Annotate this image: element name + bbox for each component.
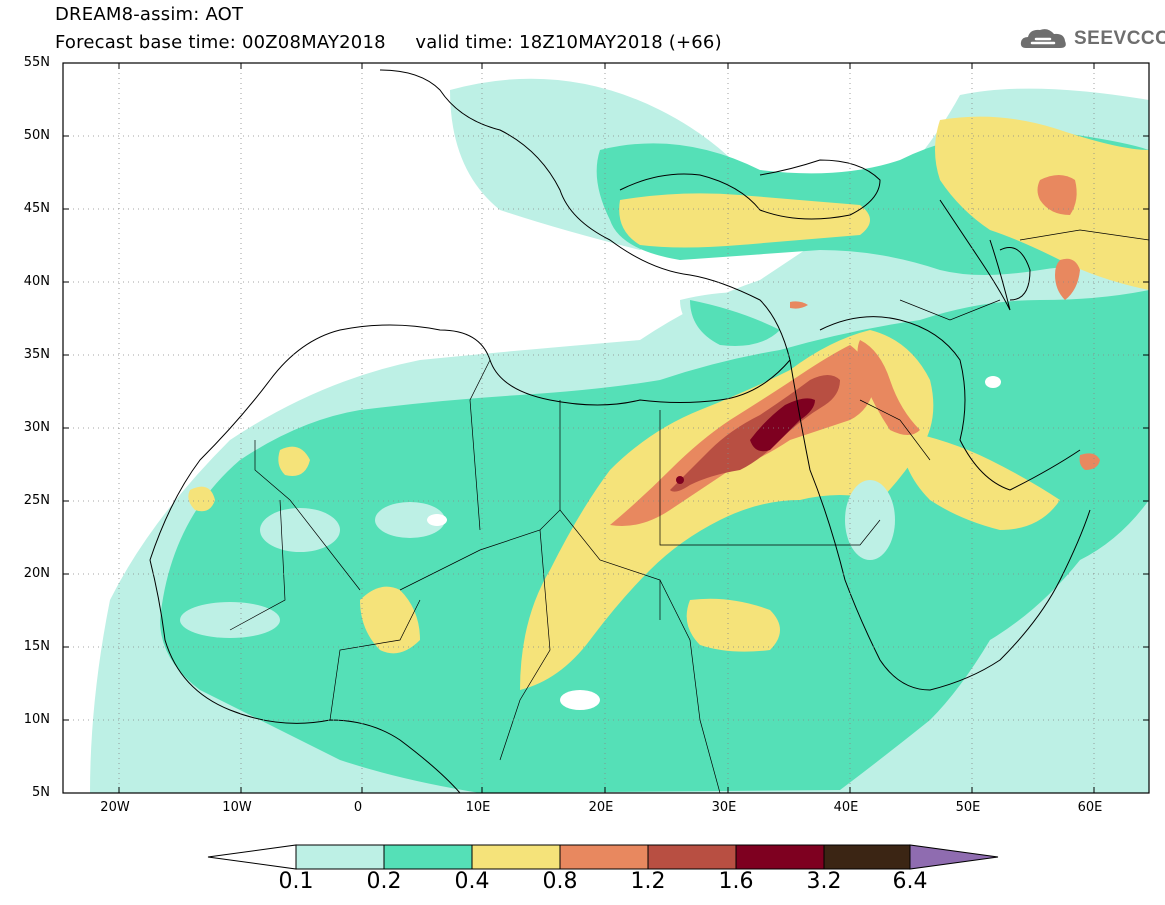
lon-label: 20W (100, 800, 130, 815)
colorbar-high-arrow (909, 844, 999, 870)
lat-label: 55N (23, 55, 50, 70)
time-info: Forecast base time: 00Z08MAY2018 valid t… (55, 32, 722, 53)
lat-label: 35N (23, 347, 50, 362)
lat-label: 50N (23, 128, 50, 143)
base-time: Forecast base time: 00Z08MAY2018 (55, 32, 386, 53)
lon-label: 50E (955, 800, 981, 815)
lon-label: 30E (711, 800, 737, 815)
colorbar (207, 844, 999, 870)
axis-ticks (63, 62, 1149, 794)
lat-label: 30N (23, 420, 50, 435)
lon-label: 10W (222, 800, 252, 815)
colorbar-label: 6.4 (892, 869, 928, 894)
lon-label: 0 (353, 800, 363, 815)
colorbar-segment-0-8 (559, 844, 649, 870)
colorbar-segment-1-6 (735, 844, 825, 870)
lat-label: 25N (23, 493, 50, 508)
seevccc-logo: SEEVCCC (1018, 24, 1165, 54)
colorbar-label: 0.2 (366, 869, 402, 894)
colorbar-segment-0-4 (471, 844, 561, 870)
lat-label: 45N (23, 201, 50, 216)
colorbar-segment-3-2 (823, 844, 911, 870)
map-title: DREAM8-assim: AOT (55, 4, 244, 25)
lat-label: 10N (23, 712, 50, 727)
lon-label: 60E (1077, 800, 1103, 815)
colorbar-label: 1.6 (718, 869, 754, 894)
lat-label: 5N (32, 785, 50, 800)
colorbar-label: 1.2 (630, 869, 666, 894)
valid-time: valid time: 18Z10MAY2018 (+66) (415, 32, 722, 53)
colorbar-label: 0.4 (454, 869, 490, 894)
aot-field (63, 63, 1149, 793)
lon-label: 20E (588, 800, 614, 815)
grid-lines (63, 62, 1149, 794)
aot-holes-light (180, 480, 895, 638)
colorbar-segment-0-2 (383, 844, 473, 870)
cloud-icon (1020, 29, 1066, 48)
lat-label: 40N (23, 274, 50, 289)
country-borders (229, 229, 1149, 793)
lat-label: 20N (23, 566, 50, 581)
colorbar-low-arrow (207, 844, 297, 870)
logo-text: SEEVCCC (1074, 28, 1165, 49)
aot-hotspots (676, 476, 684, 484)
colorbar-label: 0.1 (278, 869, 314, 894)
colorbar-label: 3.2 (806, 869, 842, 894)
aot-holes-white (427, 376, 1001, 710)
coastlines (149, 69, 1091, 793)
colorbar-segment-0-1 (295, 844, 385, 870)
lon-label: 40E (833, 800, 859, 815)
colorbar-segment-1-2 (647, 844, 737, 870)
colorbar-label: 0.8 (542, 869, 578, 894)
lat-label: 15N (23, 639, 50, 654)
lon-label: 10E (465, 800, 491, 815)
